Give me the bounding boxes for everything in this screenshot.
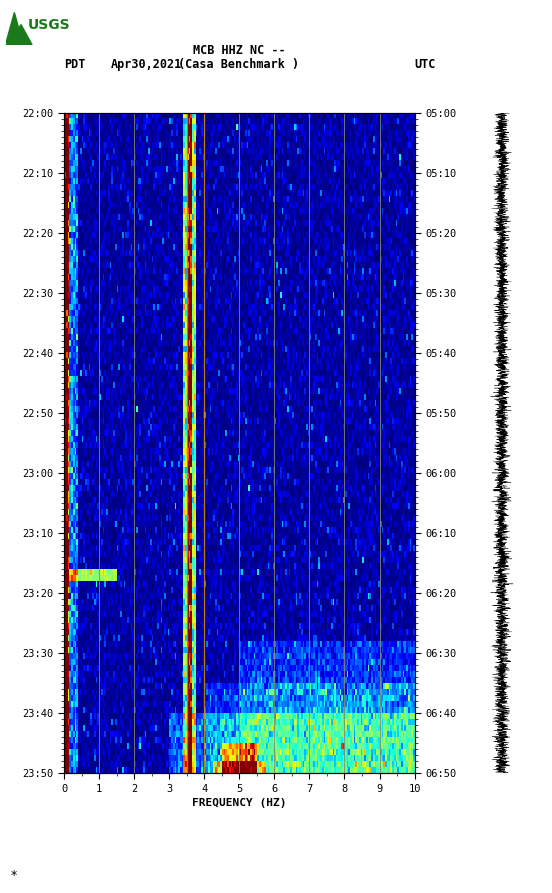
Text: Apr30,2021: Apr30,2021 (110, 58, 182, 71)
Text: PDT: PDT (64, 58, 86, 71)
Text: (Casa Benchmark ): (Casa Benchmark ) (178, 58, 300, 71)
X-axis label: FREQUENCY (HZ): FREQUENCY (HZ) (192, 798, 286, 808)
Text: UTC: UTC (415, 58, 436, 71)
Text: MCB HHZ NC --: MCB HHZ NC -- (193, 44, 285, 57)
Polygon shape (10, 25, 32, 45)
Text: *: * (11, 869, 17, 882)
Polygon shape (6, 13, 23, 45)
Text: USGS: USGS (28, 18, 70, 31)
